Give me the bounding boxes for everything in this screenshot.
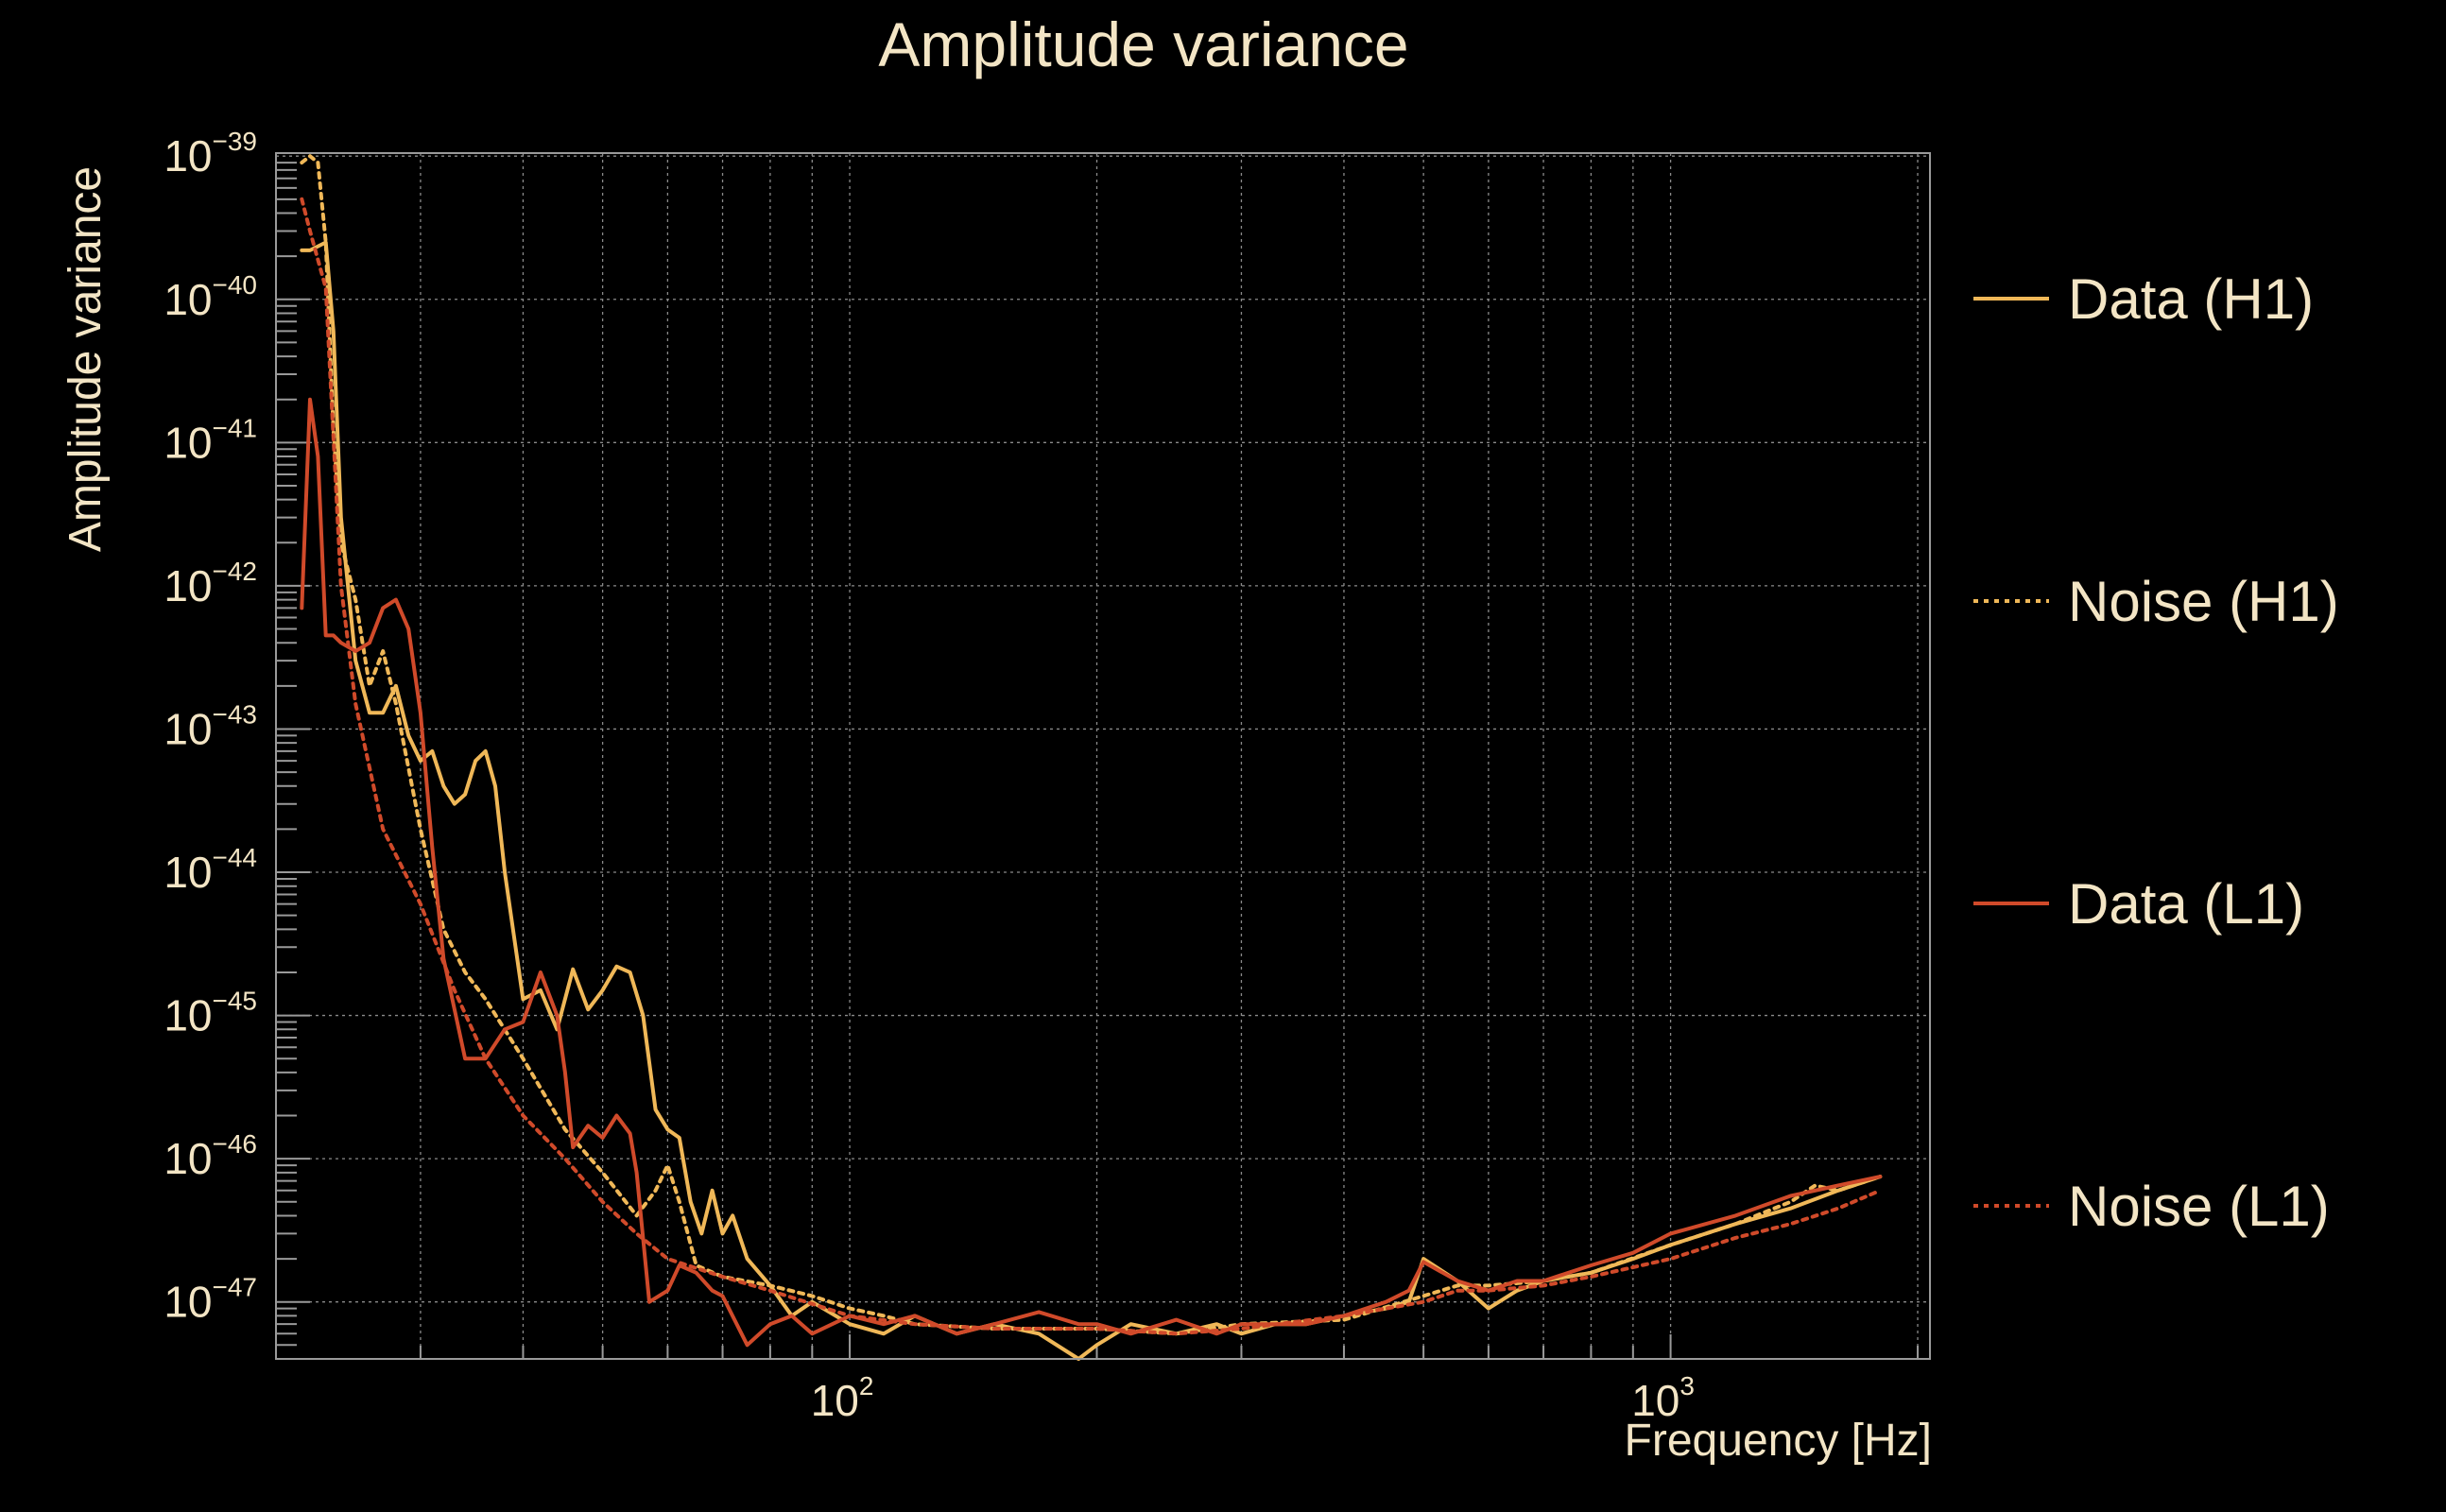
y-tick-label: 10−41 <box>164 413 257 467</box>
y-tick-label-base: 10 <box>164 1134 212 1183</box>
y-tick-label-base: 10 <box>164 131 212 180</box>
y-tick-label-base: 10 <box>164 848 212 897</box>
y-tick-label-base: 10 <box>164 561 212 610</box>
tick-labels: 10−3910−4010−4110−4210−4310−4410−4510−46… <box>164 127 1695 1425</box>
y-tick-label: 10−43 <box>164 699 257 753</box>
x-tick-label-exponent: 2 <box>859 1371 874 1400</box>
y-tick-label-base: 10 <box>164 991 212 1040</box>
y-tick-label: 10−39 <box>164 127 257 180</box>
y-tick-label: 10−46 <box>164 1129 257 1183</box>
legend-label-0: Data (H1) <box>2068 267 2314 331</box>
x-tick-label-base: 10 <box>1631 1376 1679 1425</box>
y-tick-label-exponent: −46 <box>213 1129 258 1159</box>
chart-title: Amplitude variance <box>878 9 1408 79</box>
legend-label-3: Noise (L1) <box>2068 1175 2330 1238</box>
y-tick-label-base: 10 <box>164 1278 212 1327</box>
y-tick-label: 10−40 <box>164 270 257 324</box>
series-line-1 <box>300 154 1883 1336</box>
y-tick-label-base: 10 <box>164 275 212 324</box>
y-tick-label-exponent: −40 <box>213 270 258 300</box>
y-tick-label-exponent: −41 <box>213 413 258 442</box>
x-tick-label: 103 <box>1631 1371 1695 1425</box>
y-tick-label-exponent: −42 <box>213 557 258 586</box>
legend-label-1: Noise (H1) <box>2068 570 2339 633</box>
y-tick-label-exponent: −47 <box>213 1273 258 1302</box>
y-tick-label-exponent: −45 <box>213 987 258 1016</box>
y-tick-label: 10−47 <box>164 1273 257 1327</box>
series-lines <box>300 154 1883 1361</box>
y-tick-label-base: 10 <box>164 418 212 467</box>
y-tick-label-exponent: −43 <box>213 699 258 729</box>
y-axis-label: Amplitude variance <box>60 166 111 552</box>
legend-label-2: Data (L1) <box>2068 872 2304 936</box>
series-line-2 <box>300 397 1883 1348</box>
x-tick-label-base: 10 <box>811 1376 859 1425</box>
y-tick-label: 10−45 <box>164 987 257 1040</box>
x-tick-label: 102 <box>811 1371 874 1425</box>
series-line-3 <box>300 197 1883 1336</box>
legend: Data (H1) Noise (H1) Data (L1) Noise (L1) <box>1973 267 2339 1238</box>
y-tick-label: 10−42 <box>164 557 257 610</box>
y-tick-label-exponent: −39 <box>213 127 258 156</box>
grid <box>275 153 1930 1359</box>
y-tick-label-exponent: −44 <box>213 843 258 872</box>
y-tick-label: 10−44 <box>164 843 257 897</box>
x-tick-label-exponent: 3 <box>1679 1371 1695 1400</box>
y-tick-label-base: 10 <box>164 704 212 753</box>
axis-ticks <box>275 162 1920 1360</box>
plot-frame <box>275 152 1931 1360</box>
x-axis-label: Frequency [Hz] <box>1625 1416 1932 1466</box>
